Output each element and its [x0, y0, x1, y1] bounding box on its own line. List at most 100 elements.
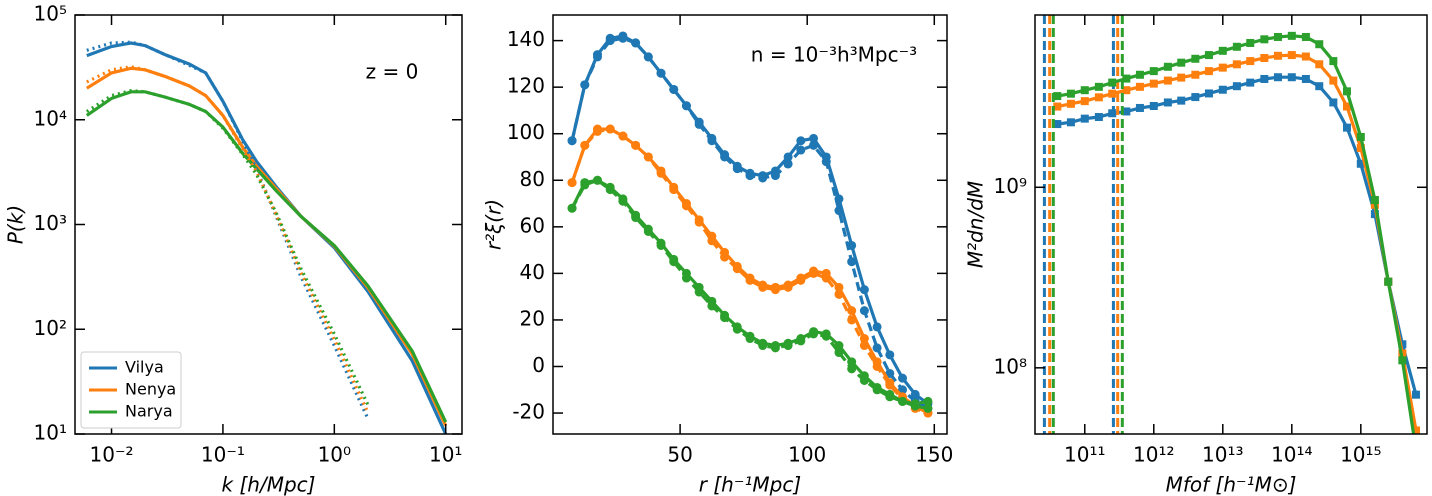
point — [681, 101, 691, 111]
point — [605, 124, 615, 134]
series-line — [85, 88, 370, 406]
y-tick-label: 120 — [507, 74, 545, 98]
point — [1384, 277, 1393, 286]
point — [1053, 120, 1062, 129]
point — [859, 341, 869, 351]
point — [923, 396, 933, 406]
y-axis-label: M²dn/dM — [964, 181, 988, 268]
point — [796, 145, 806, 155]
x-tick-label: 10⁻¹ — [201, 443, 245, 467]
point — [1342, 102, 1351, 111]
point — [910, 389, 920, 399]
point — [783, 282, 793, 292]
point — [847, 315, 857, 325]
point — [694, 119, 704, 129]
x-axis-label: r [h⁻¹Mpc] — [699, 473, 801, 496]
point — [707, 301, 717, 311]
point — [1191, 70, 1200, 79]
point — [1080, 114, 1089, 123]
point — [1163, 62, 1172, 71]
y-tick-label: -20 — [512, 400, 545, 424]
point — [1273, 51, 1282, 60]
point — [1149, 79, 1158, 88]
point — [758, 173, 768, 183]
point — [1315, 82, 1324, 91]
point — [821, 157, 831, 167]
x-tick-label: 10¹ — [429, 443, 462, 467]
point — [1177, 96, 1186, 105]
point — [821, 273, 831, 283]
annotation: z = 0 — [366, 60, 419, 84]
point — [898, 373, 908, 383]
point — [1301, 32, 1310, 41]
point — [1260, 54, 1269, 63]
point — [745, 275, 755, 285]
point — [1232, 60, 1241, 69]
axes-frame — [552, 14, 948, 435]
x-tick-label: 10¹⁵ — [1340, 443, 1381, 467]
point — [834, 289, 844, 299]
point — [1122, 86, 1131, 95]
point — [1108, 89, 1117, 98]
point — [1177, 58, 1186, 67]
point — [1329, 98, 1338, 107]
point — [1329, 76, 1338, 85]
point — [1135, 82, 1144, 91]
point — [1094, 113, 1103, 122]
point — [580, 80, 590, 90]
point — [898, 396, 908, 406]
plot-area — [1042, 15, 1420, 434]
point — [809, 133, 819, 143]
point — [872, 322, 882, 332]
point — [834, 206, 844, 216]
x-axis-label: Mfof [h⁻¹M⊙] — [1166, 473, 1297, 496]
point — [1204, 67, 1213, 76]
point — [732, 164, 742, 174]
point — [834, 282, 844, 292]
x-tick-label: 10¹¹ — [1064, 443, 1105, 467]
point — [1163, 76, 1172, 85]
point — [1053, 102, 1062, 111]
point — [580, 140, 590, 150]
point — [745, 334, 755, 344]
point — [885, 392, 895, 402]
point — [1301, 74, 1310, 83]
point — [618, 33, 628, 43]
point — [1191, 93, 1200, 102]
point — [605, 36, 615, 46]
point — [796, 136, 806, 146]
point — [923, 403, 933, 413]
point — [720, 252, 730, 262]
point — [1149, 101, 1158, 110]
point — [758, 341, 768, 351]
point — [1066, 89, 1075, 98]
point — [1218, 63, 1227, 72]
point — [834, 348, 844, 358]
point — [1329, 57, 1338, 66]
point — [567, 178, 577, 188]
point — [809, 140, 819, 150]
point — [656, 240, 666, 250]
point — [1260, 74, 1269, 83]
point — [1204, 51, 1213, 60]
point — [1356, 159, 1365, 168]
point — [1232, 42, 1241, 51]
point — [1149, 67, 1158, 76]
point — [859, 306, 869, 316]
y-tick-label: 20 — [520, 306, 545, 330]
y-axis-label: r²ξ(r) — [482, 199, 506, 250]
x-tick-label: 10¹² — [1133, 443, 1174, 467]
point — [770, 343, 780, 353]
point — [910, 399, 920, 409]
point — [847, 306, 857, 316]
point — [732, 324, 742, 334]
point — [1080, 97, 1089, 106]
point — [847, 257, 857, 267]
point — [1218, 85, 1227, 94]
point — [669, 185, 679, 195]
point — [885, 368, 895, 378]
point — [643, 52, 653, 62]
axes-frame — [1034, 14, 1428, 435]
point — [631, 140, 641, 150]
legend-label: Narya — [125, 402, 173, 421]
